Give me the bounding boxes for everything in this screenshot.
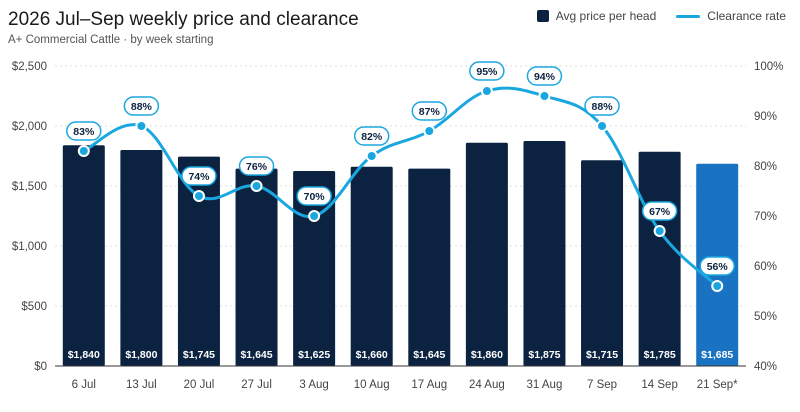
- bar-value-label: $1,660: [356, 349, 388, 361]
- clearance-label-pill: [584, 96, 620, 116]
- x-tick-label: 27 Jul: [241, 379, 272, 391]
- clearance-value-label: 74%: [188, 171, 210, 183]
- clearance-label-pill: [641, 201, 678, 221]
- bar-value-label: $1,685: [701, 349, 733, 361]
- bar: [235, 168, 278, 366]
- clearance-point: [365, 150, 378, 162]
- clearance-label-pill: [296, 186, 332, 206]
- clearance-label-pill: [353, 126, 390, 146]
- clearance-value-label: 95%: [476, 66, 498, 78]
- x-tick-label: 20 Jul: [184, 379, 215, 391]
- clearance-value-label: 56%: [707, 261, 729, 273]
- y-right-tick-label: 60%: [754, 261, 777, 273]
- chart-title: 2026 Jul–Sep weekly price and clearance: [8, 9, 359, 30]
- bar-value-label: $1,745: [183, 349, 215, 361]
- y-left-tick-label: $2,500: [12, 61, 47, 73]
- bar-value-label: $1,840: [68, 349, 100, 361]
- clearance-point: [192, 190, 205, 202]
- clearance-point: [308, 210, 321, 222]
- bar: [62, 145, 105, 366]
- bar: [465, 142, 508, 366]
- clearance-point: [77, 145, 90, 157]
- y-right-tick-label: 40%: [754, 361, 777, 373]
- y-right-tick-label: 50%: [754, 311, 777, 323]
- y-left-tick-label: $2,000: [12, 121, 47, 133]
- clearance-label-pill: [123, 96, 160, 116]
- clearance-value-label: 83%: [73, 126, 95, 138]
- clearance-point: [711, 280, 724, 292]
- y-right-tick-label: 100%: [754, 61, 783, 73]
- clearance-value-label: 67%: [649, 206, 671, 218]
- legend-label-price: Avg price per head: [555, 9, 657, 23]
- legend-swatch-clearance: [676, 14, 701, 18]
- clearance-point: [250, 180, 263, 192]
- clearance-value-label: 76%: [246, 161, 268, 173]
- bar-value-label: $1,800: [125, 349, 157, 361]
- clearance-value-label: 70%: [304, 191, 326, 203]
- clearance-point: [423, 125, 436, 137]
- y-right-tick-label: 70%: [754, 211, 777, 223]
- bar: [523, 141, 566, 366]
- clearance-value-label: 82%: [361, 131, 383, 143]
- clearance-label-pill: [66, 121, 102, 141]
- x-tick-label: 14 Sep: [641, 379, 677, 391]
- x-tick-label: 6 Jul: [72, 379, 96, 391]
- bar: [120, 150, 163, 366]
- bar: [581, 160, 624, 366]
- clearance-point: [596, 120, 609, 132]
- bar-value-label: $1,715: [586, 349, 618, 361]
- y-left-tick-label: $1,000: [12, 241, 47, 253]
- bar: [638, 151, 681, 366]
- x-tick-label: 17 Aug: [411, 379, 447, 391]
- y-left-tick-label: $1,500: [12, 181, 47, 193]
- bar-value-label: $1,785: [644, 349, 676, 361]
- x-tick-label: 13 Jul: [126, 379, 157, 391]
- clearance-line: [82, 86, 719, 288]
- y-right-tick-label: 80%: [754, 161, 777, 173]
- legend-item-price[interactable]: Avg price per head: [536, 9, 657, 23]
- legend-item-clearance[interactable]: Clearance rate: [676, 9, 786, 23]
- bar-value-label: $1,645: [413, 349, 445, 361]
- y-right-tick-label: 90%: [754, 111, 777, 123]
- bar-value-label: $1,875: [528, 349, 560, 361]
- x-tick-label: 3 Aug: [299, 379, 328, 391]
- x-tick-label: 21 Sep*: [697, 379, 738, 391]
- bar: [177, 156, 220, 366]
- clearance-value-label: 87%: [419, 106, 441, 118]
- x-tick-label: 10 Aug: [354, 379, 390, 391]
- bar-value-label: $1,645: [240, 349, 272, 361]
- clearance-point: [538, 90, 551, 102]
- y-left-tick-label: $500: [21, 301, 47, 313]
- chart-subtitle: A+ Commercial Cattle · by week starting: [8, 34, 214, 46]
- clearance-value-label: 88%: [592, 101, 614, 113]
- clearance-label-pill: [411, 101, 448, 121]
- bar-value-label: $1,625: [298, 349, 330, 361]
- clearance-label-pill: [469, 61, 505, 81]
- bar: [293, 171, 336, 366]
- clearance-label-pill: [181, 166, 217, 186]
- legend-swatch-price: [536, 10, 549, 22]
- bar: [350, 166, 393, 366]
- clearance-label-pill: [238, 156, 275, 176]
- x-tick-label: 7 Sep: [587, 379, 617, 391]
- y-left-tick-label: $0: [34, 361, 47, 373]
- clearance-value-label: 94%: [534, 71, 556, 83]
- chart-legend: Avg price per head Clearance rate: [517, 9, 786, 23]
- bar-value-label: $1,860: [471, 349, 503, 361]
- bar: [408, 168, 451, 366]
- clearance-point: [135, 120, 148, 132]
- clearance-point: [653, 225, 666, 237]
- clearance-label-pill: [526, 66, 563, 86]
- x-tick-label: 31 Aug: [527, 379, 563, 391]
- legend-label-clearance: Clearance rate: [707, 9, 786, 23]
- x-tick-label: 24 Aug: [469, 379, 505, 391]
- clearance-value-label: 88%: [131, 101, 153, 113]
- clearance-label-pill: [699, 256, 735, 276]
- clearance-point: [480, 85, 493, 97]
